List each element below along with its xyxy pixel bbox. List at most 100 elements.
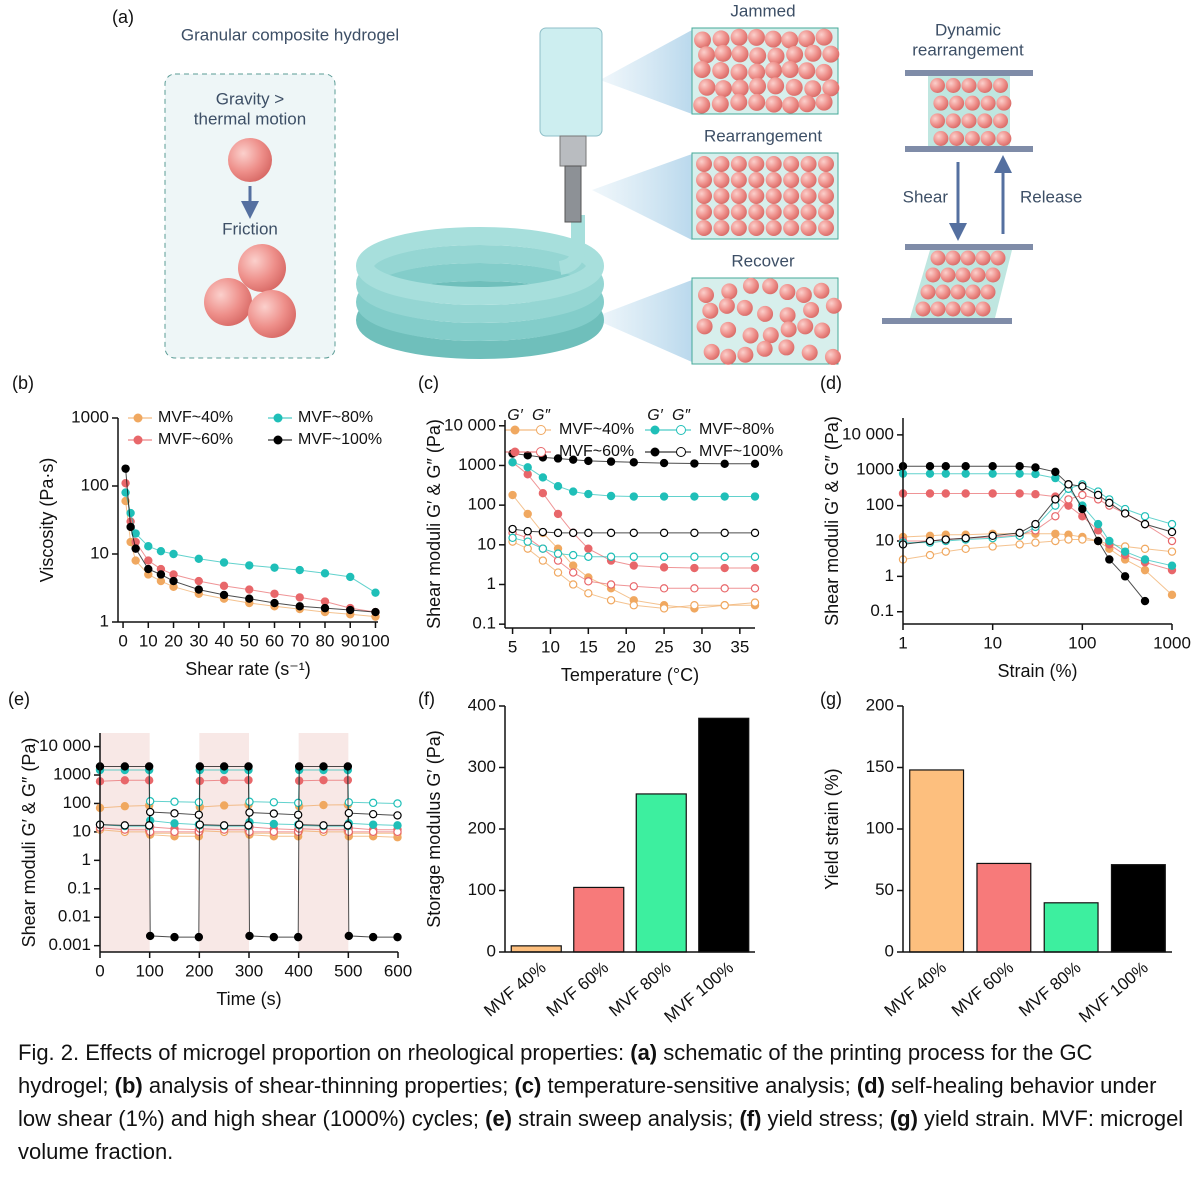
loss-point — [690, 552, 699, 561]
point — [368, 820, 378, 829]
microgel — [980, 284, 996, 300]
legend-label: MVF~60% — [158, 431, 233, 448]
caption-text: schematic of the printing process for th… — [18, 1040, 1093, 1098]
microgel — [815, 28, 833, 46]
point — [941, 469, 950, 478]
caption-label: (e) — [485, 1106, 513, 1131]
microgel — [714, 80, 732, 98]
microgel — [950, 284, 966, 300]
point — [368, 932, 378, 942]
panel-label: (c) — [418, 373, 439, 393]
microgel — [990, 250, 1006, 266]
microgel — [693, 96, 711, 114]
microgel — [737, 346, 754, 363]
loss-point — [659, 528, 669, 538]
x-tick-label: 500 — [334, 961, 362, 980]
microgel — [783, 156, 800, 172]
point — [245, 561, 254, 570]
x-tick-label: 15 — [579, 637, 598, 656]
x-tick-label: 20 — [164, 631, 183, 650]
y-tick-label: 10 000 — [444, 415, 496, 434]
microgel — [730, 220, 747, 236]
microgel — [698, 287, 714, 303]
loss-point — [244, 821, 253, 830]
point — [371, 588, 380, 597]
point — [925, 489, 935, 498]
point — [393, 821, 402, 830]
loss-point — [170, 809, 179, 818]
microgel — [693, 61, 711, 79]
microgel — [961, 113, 977, 129]
point — [1051, 529, 1060, 538]
x-tick-label: 70 — [290, 631, 309, 650]
microgel — [949, 131, 965, 146]
caption-text: self-healing behavior under low shear (1… — [18, 1073, 1157, 1131]
loss-point — [1167, 519, 1177, 529]
loss-point — [245, 797, 254, 806]
point — [568, 561, 578, 570]
microgel — [815, 93, 833, 111]
microgel — [765, 61, 783, 79]
microgel — [800, 220, 817, 236]
y-tick-label: 10 — [72, 821, 91, 840]
microgel — [980, 131, 996, 146]
point — [121, 478, 130, 488]
x-tick-label: 30 — [189, 631, 208, 650]
y-tick-label: 10 000 — [39, 736, 91, 755]
caption-label: (d) — [856, 1073, 885, 1098]
legend-marker — [650, 425, 660, 435]
microgel — [975, 301, 991, 317]
loss-point — [568, 580, 578, 589]
microgel — [713, 156, 730, 172]
microgel — [765, 156, 782, 172]
microgel — [920, 284, 936, 300]
microgel — [783, 204, 800, 220]
loss-point — [568, 550, 578, 560]
loss-point — [961, 533, 970, 543]
point — [961, 469, 970, 478]
point — [219, 558, 229, 567]
loss-point — [584, 589, 593, 598]
point — [270, 598, 279, 608]
microgel — [818, 220, 834, 236]
point — [144, 762, 154, 771]
microgel — [694, 31, 711, 49]
loss-point — [368, 798, 378, 808]
legend-marker — [676, 447, 686, 457]
loss-point — [538, 544, 548, 553]
point — [295, 593, 304, 602]
point — [1031, 490, 1040, 499]
point — [1140, 565, 1150, 575]
loss-point — [606, 528, 616, 538]
x-axis-label: Temperature (°C) — [561, 665, 699, 685]
point — [294, 762, 304, 771]
loss-point — [393, 799, 402, 808]
microgel — [757, 305, 774, 322]
microgel — [818, 172, 834, 188]
point — [346, 572, 355, 582]
microgel — [720, 321, 737, 338]
loss-point — [1031, 519, 1040, 529]
microgel — [814, 322, 831, 339]
y-tick-label: 1 — [100, 611, 109, 630]
point — [1105, 555, 1114, 564]
microgel — [781, 31, 799, 49]
chart: (e) Shear moduli G′ & G″ (Pa) 0.001 0.01 0.1… — [8, 689, 412, 1009]
microgel — [765, 220, 782, 236]
y-axis-label: Viscosity (Pa·s) — [37, 458, 57, 583]
caption-label: (g) — [889, 1106, 918, 1131]
legend-label: MVF~80% — [298, 409, 373, 426]
point — [629, 561, 638, 570]
loss-point — [145, 797, 155, 806]
loss-point — [568, 568, 578, 577]
point — [344, 931, 354, 941]
filament — [558, 215, 585, 275]
y-tick-label: 10 — [875, 530, 894, 549]
label: thermal motion — [194, 109, 306, 128]
y-tick-label: 400 — [468, 695, 496, 714]
microgel — [964, 131, 980, 146]
loss-point — [294, 820, 304, 829]
loss-point — [750, 598, 760, 607]
microgel — [748, 63, 766, 81]
microgel — [798, 95, 816, 113]
